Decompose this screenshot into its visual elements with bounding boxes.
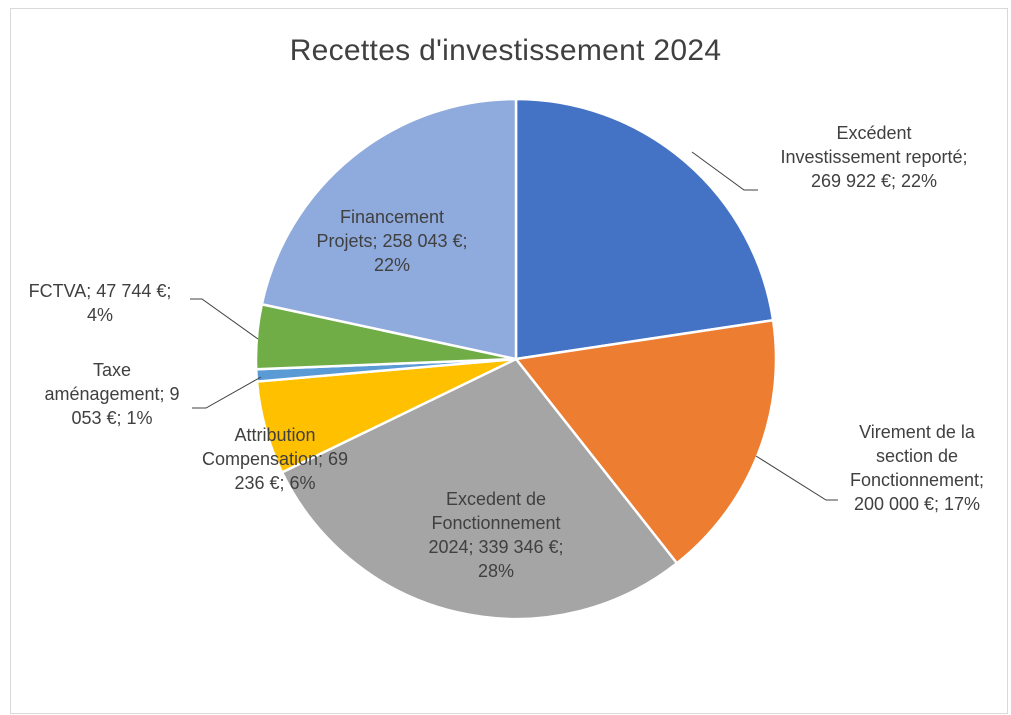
data-label-line: FCTVA; 47 744 €; bbox=[29, 281, 172, 301]
data-label-line: 4% bbox=[87, 305, 113, 325]
data-label-line: Projets; 258 043 €; bbox=[316, 231, 467, 251]
data-label-1: Excédent Investissement reporté; 269 922 €… bbox=[780, 123, 967, 191]
data-label-4: Attribution Compensation; 69 236 €; 6% bbox=[202, 425, 348, 493]
chart-title: Recettes d'investissement 2024 bbox=[289, 34, 722, 67]
data-label-line: Excedent de bbox=[446, 489, 546, 509]
pie-slice-1 bbox=[514, 97, 775, 361]
data-label-line: 269 922 €; 22% bbox=[811, 171, 937, 191]
data-label-line: Investissement reporté; bbox=[780, 147, 967, 167]
data-label-line: 236 €; 6% bbox=[234, 473, 315, 493]
data-label-line: section de bbox=[876, 446, 958, 466]
data-label-line: 28% bbox=[478, 561, 514, 581]
data-label-line: 2024; 339 346 €; bbox=[428, 537, 563, 557]
data-label-line: Compensation; 69 bbox=[202, 449, 348, 469]
data-label-line: Taxe bbox=[93, 360, 131, 380]
leader-line-5 bbox=[192, 376, 262, 409]
data-label-5: Taxe aménagement; 9 053 €; 1% bbox=[44, 360, 179, 428]
data-label-line: Attribution bbox=[234, 425, 315, 445]
pie-slice-2 bbox=[514, 319, 778, 565]
data-label-line: Fonctionnement bbox=[431, 513, 560, 533]
data-label-line: Virement de la bbox=[859, 422, 976, 442]
data-label-line: Excédent bbox=[836, 123, 911, 143]
data-label-line: aménagement; 9 bbox=[44, 384, 179, 404]
data-label-2: Virement de la section de Fonctionnement; 2… bbox=[850, 422, 984, 514]
data-label-7: Financement Projets; 258 043 €; 22% bbox=[316, 207, 467, 275]
leader-line-6 bbox=[190, 298, 259, 340]
data-label-line: 22% bbox=[374, 255, 410, 275]
pie-slice-3 bbox=[280, 357, 679, 621]
data-label-3: Excedent de Fonctionnement 2024; 339 346 €… bbox=[428, 489, 563, 581]
data-label-line: Financement bbox=[340, 207, 444, 227]
data-label-6: FCTVA; 47 744 €; 4% bbox=[29, 281, 172, 325]
data-label-line: 053 €; 1% bbox=[71, 408, 152, 428]
data-label-line: Fonctionnement; bbox=[850, 470, 984, 490]
leader-line-2 bbox=[755, 455, 838, 501]
leader-line-1 bbox=[691, 151, 758, 191]
data-label-line: 200 000 €; 17% bbox=[854, 494, 980, 514]
pie-slice-7 bbox=[260, 97, 518, 361]
